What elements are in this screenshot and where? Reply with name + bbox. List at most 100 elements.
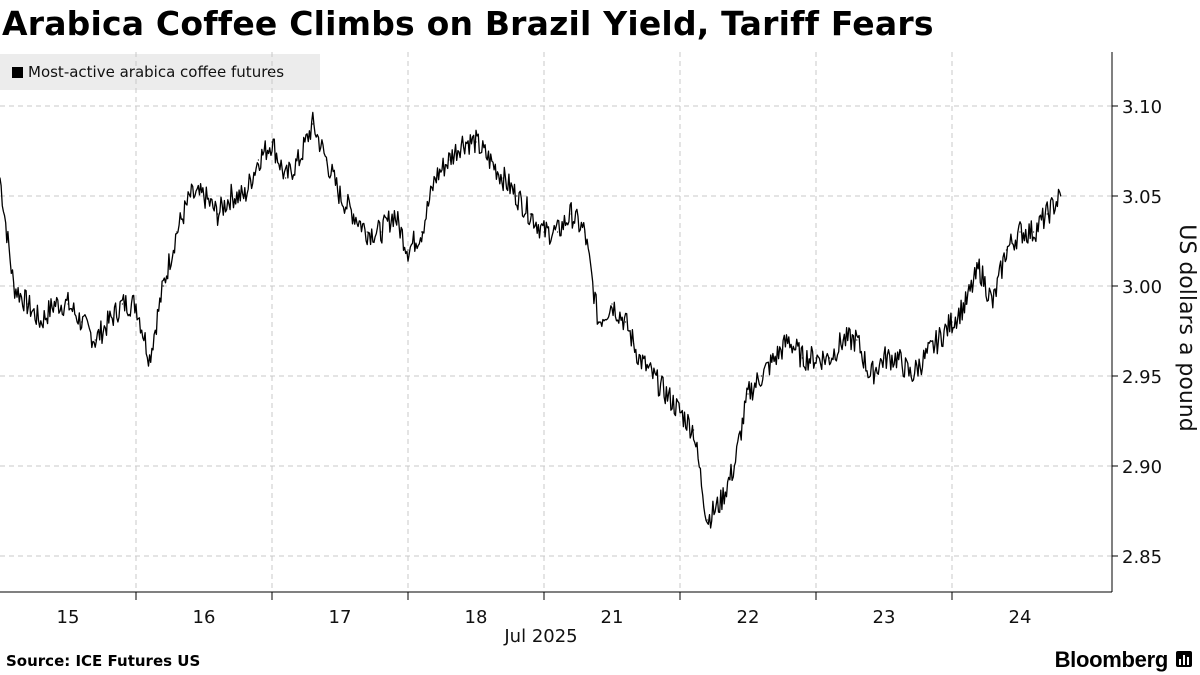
chart-title: Arabica Coffee Climbs on Brazil Yield, T… xyxy=(2,4,934,43)
data-point xyxy=(774,357,776,359)
data-point xyxy=(217,213,219,215)
data-point xyxy=(67,303,69,305)
y-tick-label: 2.85 xyxy=(1122,547,1162,568)
data-point xyxy=(965,303,967,305)
data-point xyxy=(271,141,273,143)
data-point xyxy=(285,177,287,179)
data-point xyxy=(203,195,205,197)
legend: Most-active arabica coffee futures xyxy=(0,54,320,90)
data-point xyxy=(1033,231,1035,233)
x-tick-label: 16 xyxy=(193,607,216,628)
data-point xyxy=(720,501,722,503)
data-point xyxy=(761,375,763,377)
x-tick-label: 23 xyxy=(873,607,896,628)
data-point xyxy=(679,411,681,413)
data-point xyxy=(638,357,640,359)
y-tick-label: 3.00 xyxy=(1122,277,1162,298)
x-tick-label: 15 xyxy=(57,607,80,628)
gridlines xyxy=(0,52,1112,592)
data-point xyxy=(543,231,545,233)
data-point xyxy=(162,285,164,287)
data-point xyxy=(121,303,123,305)
data-point xyxy=(366,231,368,233)
data-point xyxy=(665,393,668,395)
y-axis-label: US dollars a pound xyxy=(1174,224,1199,431)
data-point xyxy=(421,231,423,233)
y-tick-labels: 2.85 2.90 2.95 3.00 3.05 3.10 xyxy=(1122,97,1162,568)
legend-swatch xyxy=(12,66,23,78)
data-point xyxy=(53,303,56,305)
data-point xyxy=(94,339,96,341)
data-point xyxy=(733,465,736,467)
data-point xyxy=(81,321,83,323)
data-point xyxy=(257,159,259,161)
bloomberg-chart-icon xyxy=(1176,651,1192,667)
y-tick-label: 2.95 xyxy=(1122,367,1162,388)
x-tick-label: 22 xyxy=(737,607,760,628)
data-point xyxy=(135,303,137,305)
data-point xyxy=(611,303,613,305)
data-point xyxy=(747,393,749,395)
data-point xyxy=(312,123,314,125)
data-point xyxy=(829,357,831,359)
legend-label: Most-active arabica coffee futures xyxy=(28,63,285,81)
data-point xyxy=(1046,213,1048,215)
axes xyxy=(0,52,1118,600)
source-note: Source: ICE Futures US xyxy=(6,652,201,670)
data-point xyxy=(1005,249,1008,251)
x-tick-label: 24 xyxy=(1009,607,1032,628)
data-point xyxy=(557,231,559,233)
data-point xyxy=(339,195,341,197)
data-point xyxy=(489,159,491,161)
bloomberg-logo: Bloomberg xyxy=(1054,647,1169,672)
data-point xyxy=(244,195,246,197)
data-point xyxy=(1060,195,1062,197)
data-point xyxy=(108,321,110,323)
data-point xyxy=(869,375,872,377)
data-point xyxy=(597,321,600,323)
data-point xyxy=(434,177,436,179)
data-point xyxy=(570,213,572,215)
data-point xyxy=(856,339,858,341)
data-point xyxy=(951,321,953,323)
data-point xyxy=(502,177,504,179)
data-point xyxy=(516,195,518,197)
x-month-label: Jul 2025 xyxy=(503,626,577,647)
data-point xyxy=(325,159,327,161)
x-tick-labels: 15 16 17 18 21 22 23 24 xyxy=(57,607,1032,628)
data-point xyxy=(26,303,28,305)
data-point xyxy=(815,357,817,359)
data-point xyxy=(801,357,804,359)
data-point xyxy=(40,321,42,323)
x-tick-label: 21 xyxy=(601,607,624,628)
data-point xyxy=(230,195,232,197)
data-point xyxy=(842,339,844,341)
data-point xyxy=(706,519,708,521)
data-point xyxy=(448,159,450,161)
data-point xyxy=(0,177,1,179)
data-point xyxy=(407,249,409,251)
data-point xyxy=(529,213,532,215)
y-tick-label: 3.05 xyxy=(1122,187,1162,208)
data-point xyxy=(298,159,300,161)
price-line xyxy=(0,111,1062,529)
data-point xyxy=(652,375,654,377)
data-point xyxy=(189,195,191,197)
data-point xyxy=(978,267,980,269)
data-point xyxy=(910,375,912,377)
data-point xyxy=(883,357,885,359)
data-point xyxy=(937,339,940,341)
data-point xyxy=(461,141,463,143)
data-point xyxy=(584,231,586,233)
data-point xyxy=(924,357,926,359)
data-point xyxy=(176,231,178,233)
data-point xyxy=(992,303,994,305)
x-tick-label: 18 xyxy=(465,607,488,628)
x-tick-label: 17 xyxy=(329,607,352,628)
data-point xyxy=(897,357,899,359)
data-point xyxy=(149,357,151,359)
data-point xyxy=(1019,231,1021,233)
y-tick-label: 3.10 xyxy=(1122,97,1162,118)
data-point xyxy=(788,339,790,341)
